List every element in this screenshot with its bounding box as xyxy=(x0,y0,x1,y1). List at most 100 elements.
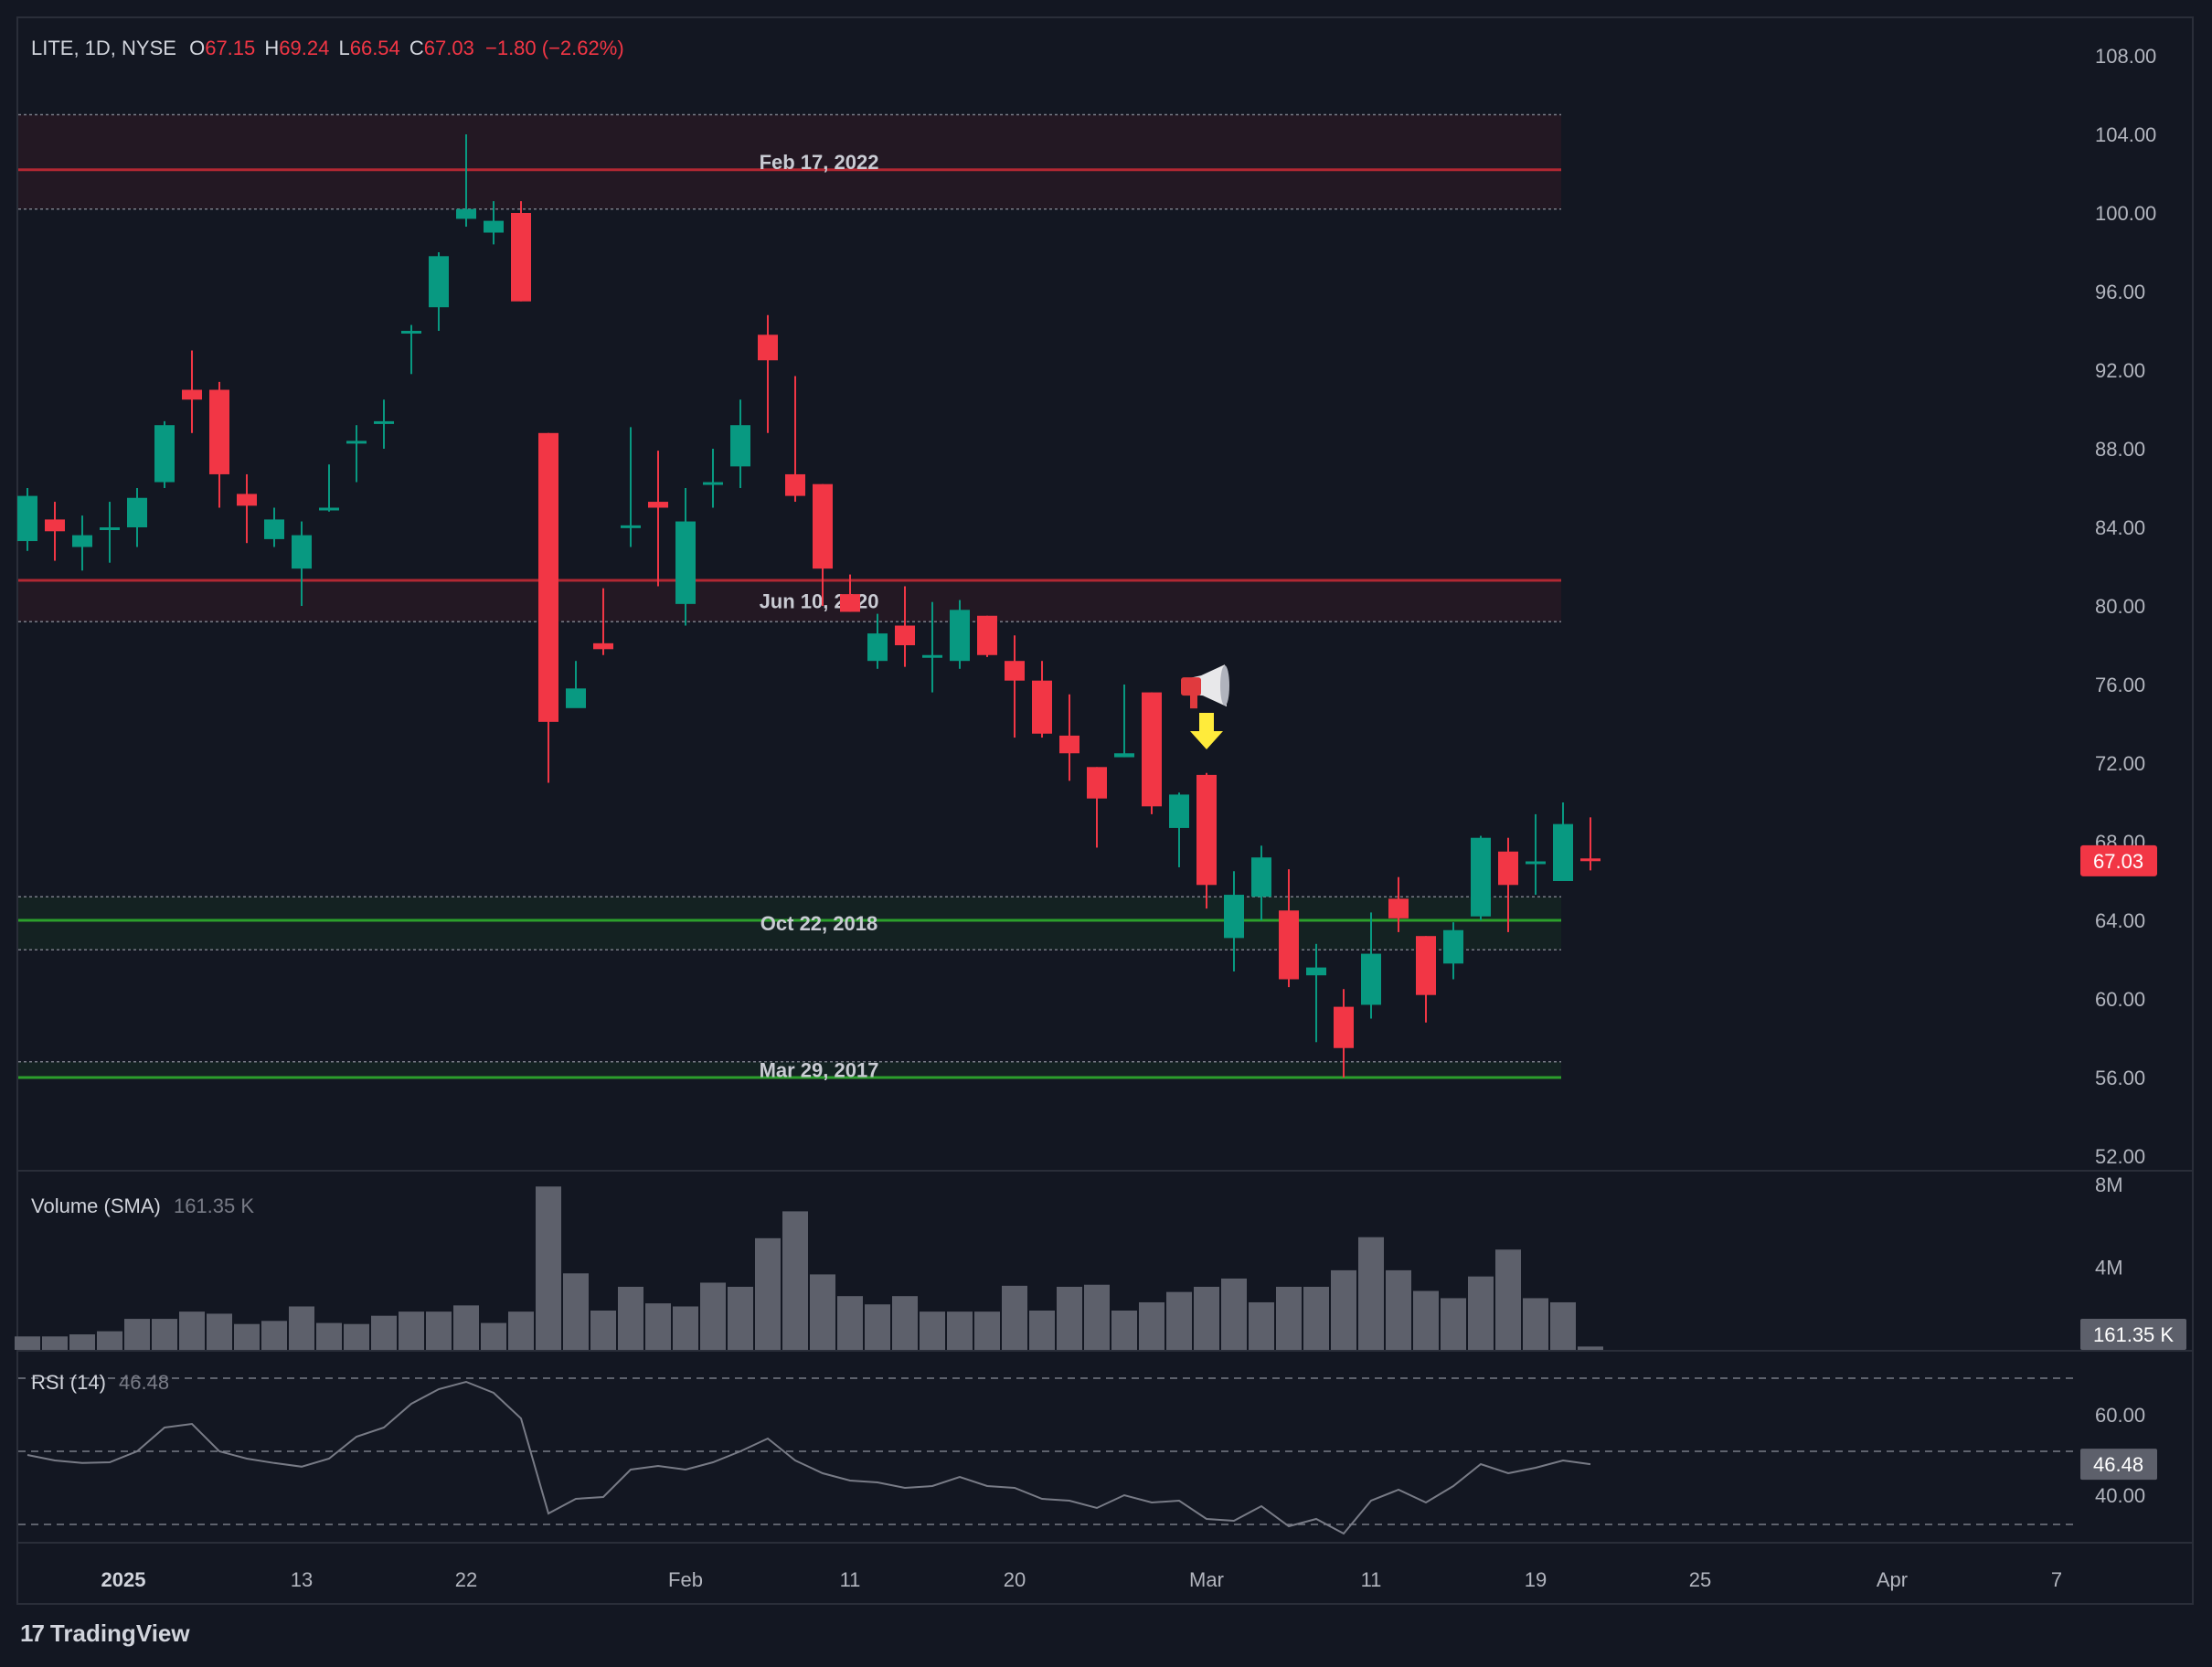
time-axis-tick: 7 xyxy=(2051,1568,2062,1591)
candle-body xyxy=(1416,936,1436,995)
volume-bar xyxy=(1002,1285,1027,1350)
volume-bar xyxy=(563,1273,589,1350)
zone-label: Jun 10, 2020 xyxy=(760,590,879,613)
high-value: 69.24 xyxy=(279,37,330,59)
candle-body xyxy=(566,688,586,708)
zone-label: Feb 17, 2022 xyxy=(760,151,879,174)
rsi-series-line xyxy=(27,1380,1591,1535)
open-label: O xyxy=(189,37,206,59)
candle-body xyxy=(950,610,970,662)
candle-body xyxy=(374,420,394,424)
candle-body xyxy=(1553,823,1573,881)
price-axis-tick: 108.00 xyxy=(2095,45,2156,68)
candle-body xyxy=(1005,661,1025,681)
price-axis-tick: 96.00 xyxy=(2095,281,2145,303)
volume-bar xyxy=(97,1331,122,1350)
time-axis-tick: Feb xyxy=(668,1568,703,1591)
candle-body xyxy=(1142,692,1162,807)
volume-bar xyxy=(426,1311,452,1350)
last-price-badge xyxy=(2080,844,2157,876)
volume-bar xyxy=(152,1319,177,1350)
time-axis-tick: Mar xyxy=(1189,1568,1224,1591)
price-axis-tick: 84.00 xyxy=(2095,516,2145,539)
volume-bar xyxy=(810,1274,835,1350)
megaphone-cone xyxy=(1185,664,1227,707)
volume-bar xyxy=(947,1311,973,1350)
change-value: −1.80 (−2.62%) xyxy=(484,37,624,59)
volume-bar xyxy=(618,1286,643,1350)
axes-layer: 108.00 104.00 100.00 96.00 92.00 88.00 84.00 80… xyxy=(16,45,2194,1591)
volume-bar xyxy=(1139,1301,1164,1350)
volume-bar xyxy=(399,1311,424,1350)
rsi-legend-label[interactable]: RSI (14) xyxy=(31,1371,106,1394)
candle-body xyxy=(758,334,778,361)
volume-bar xyxy=(1441,1298,1466,1350)
candle-body xyxy=(1032,680,1052,734)
volume-bar xyxy=(837,1296,863,1350)
volume-bar xyxy=(1303,1286,1329,1350)
candle-body xyxy=(1114,753,1134,758)
candle-body xyxy=(813,483,833,569)
time-axis-tick: 11 xyxy=(1361,1568,1382,1591)
symbol-label[interactable]: LITE, 1D, NYSE xyxy=(31,37,176,59)
price-axis-tick: 56.00 xyxy=(2095,1067,2145,1089)
volume-bar xyxy=(179,1311,205,1350)
candle-body xyxy=(1224,895,1244,939)
candle-body xyxy=(922,654,942,658)
candle-body xyxy=(675,521,696,604)
volume-bar xyxy=(1413,1290,1439,1350)
volume-legend-label[interactable]: Volume (SMA) xyxy=(31,1195,161,1217)
volume-bar xyxy=(728,1286,753,1350)
rsi-axis-tick: 40.00 xyxy=(2095,1484,2145,1507)
open-value: 67.15 xyxy=(205,37,256,59)
volume-bar xyxy=(1523,1298,1548,1350)
volume-bar xyxy=(1194,1286,1219,1350)
volume-bar xyxy=(782,1211,808,1350)
volume-bar xyxy=(344,1323,369,1350)
candle-body xyxy=(154,425,175,483)
candle-body xyxy=(1196,774,1217,886)
volume-bar xyxy=(755,1237,781,1350)
rsi-last-badge xyxy=(2080,1449,2157,1481)
volume-bar xyxy=(1111,1311,1137,1350)
candle-body xyxy=(538,432,558,722)
price-axis-tick: 104.00 xyxy=(2095,123,2156,146)
candle-body xyxy=(1251,857,1271,897)
volume-bar xyxy=(316,1322,342,1350)
candle-body xyxy=(1334,1006,1354,1048)
price-axis-tick: 64.00 xyxy=(2095,909,2145,932)
zone-layer: Feb 17, 2022 Jun 10, 2020 Oct 22, 2018 Mar … xyxy=(18,113,1561,1081)
time-axis-tick: 2025 xyxy=(101,1568,146,1591)
time-axis-tick: 13 xyxy=(291,1568,313,1591)
candle-body xyxy=(977,615,997,655)
zone-label: Oct 22, 2018 xyxy=(760,912,877,935)
rsi-layer xyxy=(18,1377,2077,1535)
candle-body xyxy=(1526,861,1546,865)
down-arrow-icon xyxy=(1190,712,1223,749)
candle-body xyxy=(621,525,641,528)
volume-bar xyxy=(207,1313,232,1350)
megaphone-icon xyxy=(1181,664,1229,709)
candle-body xyxy=(1059,735,1079,754)
candle-body xyxy=(1471,837,1491,917)
candle-body xyxy=(209,389,229,474)
volume-bar xyxy=(42,1336,68,1350)
volume-axis-tick: 8M xyxy=(2095,1173,2123,1196)
volume-bar xyxy=(1578,1346,1603,1350)
price-axis-tick: 80.00 xyxy=(2095,595,2145,618)
close-value: 67.03 xyxy=(423,37,474,59)
megaphone-grip xyxy=(1190,694,1197,709)
candle-body xyxy=(484,220,504,233)
candle-body xyxy=(1498,851,1518,886)
price-axis-tick: 76.00 xyxy=(2095,674,2145,696)
volume-bar xyxy=(1249,1301,1274,1350)
volume-bar xyxy=(1386,1269,1411,1350)
volume-bar xyxy=(508,1311,534,1350)
volume-bar xyxy=(1057,1286,1082,1350)
volume-bar xyxy=(865,1304,890,1350)
tradingview-logo[interactable]: 17 TradingView xyxy=(20,1619,190,1648)
price-axis-tick: 52.00 xyxy=(2095,1145,2145,1168)
rsi-legend-value: 46.48 xyxy=(119,1371,170,1394)
volume-bar xyxy=(1358,1237,1384,1350)
